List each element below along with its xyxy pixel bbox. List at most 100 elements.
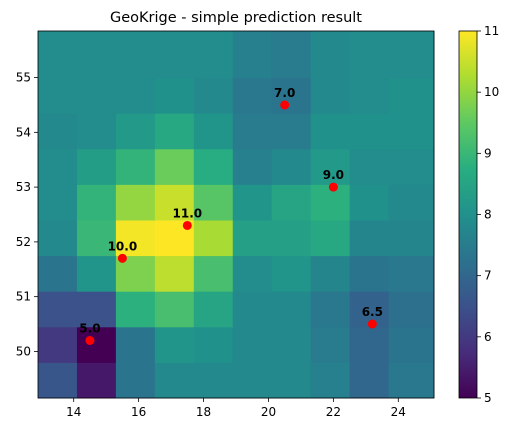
heatmap-cell [310, 77, 351, 114]
heatmap-cell [154, 326, 195, 363]
heatmap-cells [38, 31, 435, 399]
data-point [182, 220, 192, 230]
heatmap-cell [76, 255, 117, 292]
y-tick-label: 54 [16, 125, 31, 139]
y-tick-label: 50 [16, 344, 31, 358]
heatmap-cell [271, 291, 312, 328]
heatmap-cell [310, 148, 351, 185]
heatmap-cell [38, 148, 78, 185]
heatmap-cell [115, 31, 156, 79]
heatmap-cell [310, 291, 351, 328]
heatmap-cell [115, 362, 156, 399]
heatmap-cell [232, 113, 273, 150]
x-tick-label: 24 [391, 405, 406, 419]
heatmap-cell [76, 184, 117, 221]
heatmap-cell [271, 77, 312, 114]
heatmap-cell [193, 184, 234, 221]
heatmap-cell [388, 184, 435, 221]
colorbar-tick-label: 10 [484, 85, 499, 99]
heatmap-cell [193, 255, 234, 292]
data-point [367, 319, 377, 329]
heatmap-cell [193, 362, 234, 399]
colorbar-tick-label: 9 [484, 146, 492, 160]
point-label: 6.5 [362, 305, 383, 319]
heatmap-cell [76, 77, 117, 114]
y-axis: 50 51 52 53 54 55 [16, 71, 38, 358]
heatmap-cell [115, 113, 156, 150]
heatmap-cell [349, 362, 390, 399]
x-tick-label: 20 [261, 405, 276, 419]
heatmap-cell [115, 219, 156, 257]
heatmap-cell [310, 326, 351, 363]
heatmap-cell [76, 31, 117, 79]
heatmap-cell [193, 148, 234, 185]
heatmap-cell [38, 31, 78, 79]
heatmap-cell [38, 77, 78, 114]
heatmap-cell [388, 148, 435, 185]
heatmap-cell [154, 291, 195, 328]
x-tick-label: 16 [131, 405, 146, 419]
heatmap-cell [388, 326, 435, 363]
y-tick-label: 55 [16, 71, 31, 85]
heatmap-cell [38, 291, 78, 328]
heatmap-cell [232, 184, 273, 221]
heatmap-cell [115, 77, 156, 114]
heatmap-cell [76, 291, 117, 328]
point-label: 5.0 [79, 321, 100, 335]
heatmap-cell [388, 255, 435, 292]
colorbar-tick-label: 8 [484, 208, 492, 222]
heatmap-cell [388, 362, 435, 399]
heatmap-cell [76, 113, 117, 150]
heatmap-cell [76, 326, 117, 363]
heatmap-cell [349, 31, 390, 79]
chart-title: GeoKrige - simple prediction result [110, 10, 362, 26]
heatmap-cell [232, 31, 273, 79]
heatmap-cell [154, 184, 195, 221]
heatmap-cell [193, 291, 234, 328]
heatmap-cell [349, 326, 390, 363]
heatmap-cell [76, 148, 117, 185]
colorbar: 5 6 7 8 9 10 11 [458, 24, 499, 405]
heatmap-cell [76, 219, 117, 257]
x-tick-label: 22 [326, 405, 341, 419]
heatmap-cell [271, 148, 312, 185]
heatmap-cell [38, 113, 78, 150]
heatmap-cell [271, 326, 312, 363]
x-axis: 14 16 18 20 22 24 [66, 398, 406, 419]
heatmap-cell [271, 113, 312, 150]
heatmap-cell [310, 31, 351, 79]
heatmap-cell [388, 77, 435, 114]
heatmap-cell [232, 219, 273, 257]
point-label: 7.0 [274, 86, 295, 100]
heatmap-cell [193, 326, 234, 363]
heatmap-cell [38, 184, 78, 221]
heatmap-cell [115, 326, 156, 363]
heatmap-cell [349, 148, 390, 185]
heatmap-cell [310, 219, 351, 257]
point-label: 9.0 [323, 168, 344, 182]
x-tick-label: 18 [196, 405, 211, 419]
heatmap-cell [76, 362, 117, 399]
heatmap-cell [271, 219, 312, 257]
y-tick-label: 52 [16, 235, 31, 249]
y-tick-label: 53 [16, 180, 31, 194]
heatmap-cell [38, 255, 78, 292]
heatmap-cell [271, 184, 312, 221]
colorbar-tick-label: 5 [484, 391, 492, 405]
heatmap-cell [154, 255, 195, 292]
point-label: 10.0 [108, 239, 138, 253]
heatmap-cell [38, 362, 78, 399]
heatmap-cell [388, 219, 435, 257]
heatmap-cell [115, 291, 156, 328]
x-tick-label: 14 [66, 405, 81, 419]
heatmap-cell [388, 31, 435, 79]
heatmap-cell [310, 362, 351, 399]
heatmap-cell [38, 326, 78, 363]
data-point [117, 253, 127, 263]
plot-frame [37, 30, 435, 399]
heatmap-cell [232, 255, 273, 292]
heatmap-cell [115, 184, 156, 221]
heatmap-cell [154, 362, 195, 399]
heatmap-cell [232, 77, 273, 114]
y-tick-label: 51 [16, 290, 31, 304]
